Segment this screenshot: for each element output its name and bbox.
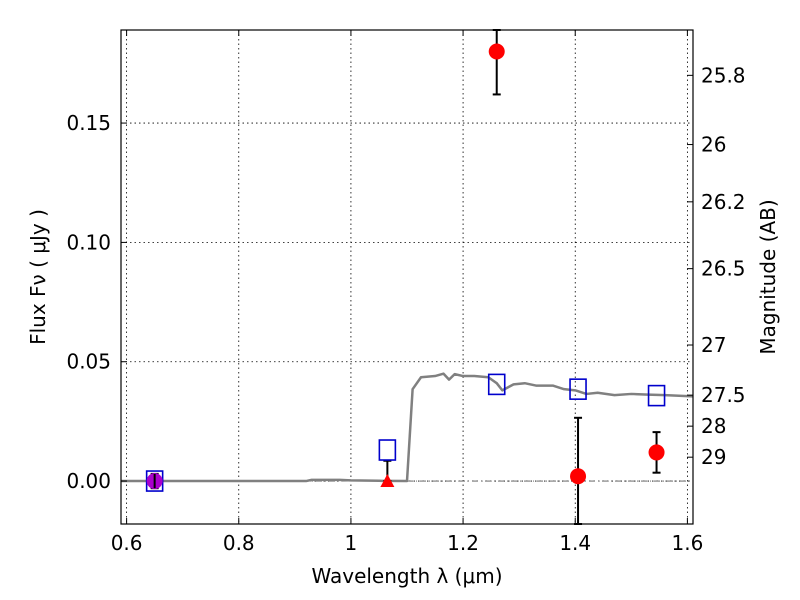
x-tick-label: 1.4 [559,531,591,555]
y2-tick-label: 27.5 [701,383,746,407]
y-tick-label: 0.10 [66,230,111,254]
tick-layer: 0.6 0.8 1 1.2 1.4 1.6 0.00 0.05 0.10 0.15 25.8 26 26… [66,30,746,555]
x-tick-label: 1.2 [447,531,479,555]
x-tick-label: 1 [345,531,358,555]
model-band-marker [487,373,506,396]
data-layer [121,29,694,525]
y2-tick-label: 26.5 [701,257,746,281]
y2-tick-label: 28 [701,414,726,438]
y-tick-label: 0.05 [66,350,111,374]
observed-point-marker [648,444,665,461]
x-tick-label: 1.6 [671,531,703,555]
upper-limit-marker [380,474,395,488]
x-tick-label: 0.6 [111,531,143,555]
y-tick-label: 0.00 [66,469,111,493]
y2-axis-title: Magnitude (AB) [756,199,780,354]
plot-frame [120,29,694,525]
y2-tick-label: 26.2 [701,190,746,214]
y2-tick-label: 29 [701,445,726,469]
y2-tick-label: 26 [701,133,726,157]
x-axis-title: Wavelength λ (μm) [311,564,502,588]
observed-point-marker [488,43,505,60]
y-axis-title: Flux Fν ( μJy ) [26,209,50,345]
y-tick-label: 0.15 [66,111,111,135]
model-band-marker [378,439,397,461]
model-band-marker [647,384,666,407]
x-tick-label: 0.8 [223,531,255,555]
observed-point-marker [570,468,587,485]
model-band-marker [569,378,587,400]
y2-tick-label: 27 [701,333,726,357]
y2-tick-label: 25.8 [701,63,746,87]
